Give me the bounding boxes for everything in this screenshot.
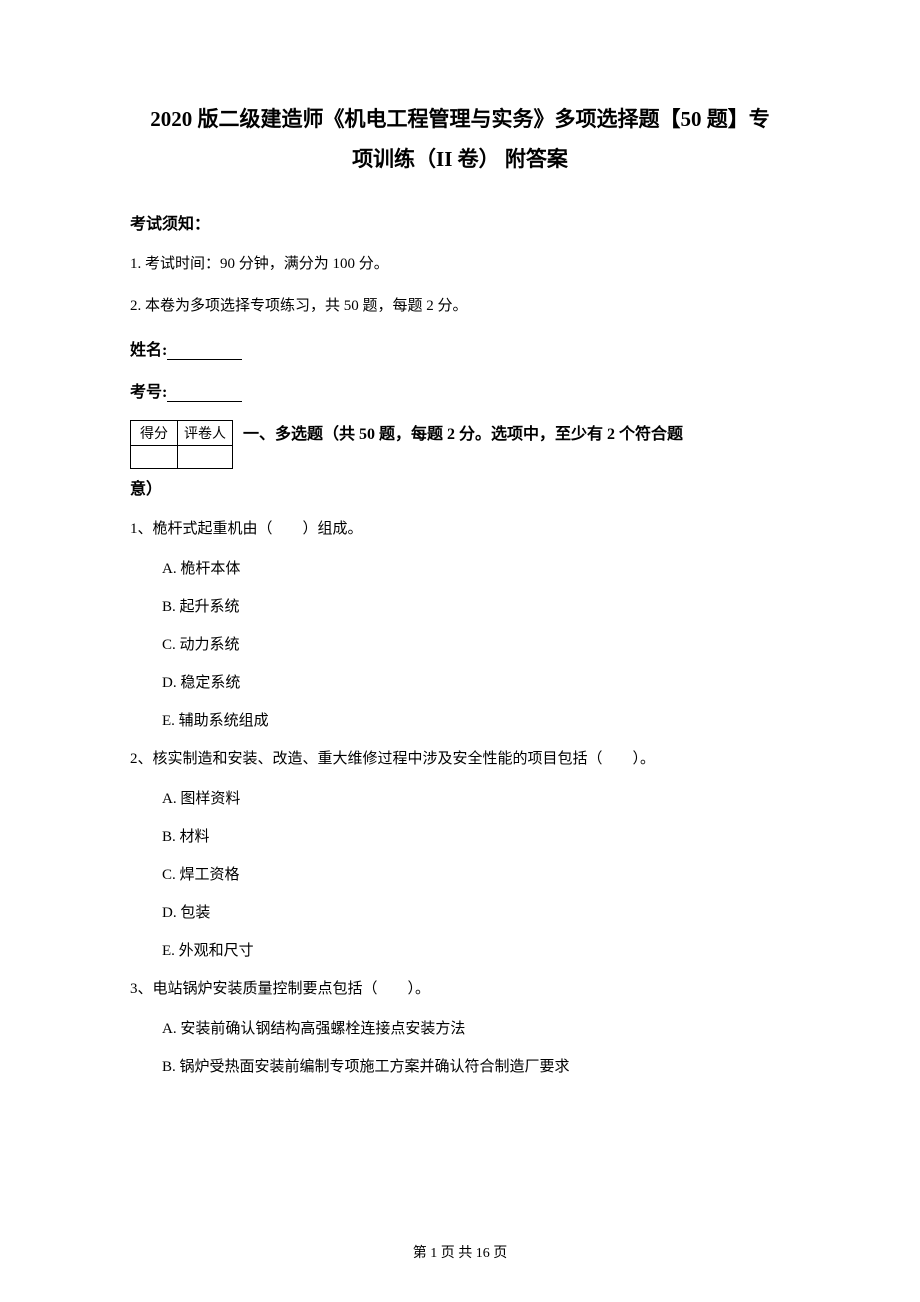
name-underline[interactable] (167, 359, 242, 360)
page: 2020 版二级建造师《机电工程管理与实务》多项选择题【50 题】专 项训练（I… (0, 0, 920, 1302)
question-text: 桅杆式起重机由（ ）组成。 (153, 521, 363, 537)
instruction-1: 1. 考试时间：90 分钟，满分为 100 分。 (130, 252, 790, 276)
instructions-label: 考试须知： (130, 210, 790, 234)
section-heading-line2: 意） (130, 475, 790, 499)
title-line-1: 2020 版二级建造师《机电工程管理与实务》多项选择题【50 题】专 (150, 107, 770, 131)
question-text: 电站锅炉安装质量控制要点包括（ ）。 (153, 981, 431, 997)
section-heading-line1: 一、多选题（共 50 题，每题 2 分。选项中，至少有 2 个符合题 (243, 420, 790, 450)
option-e: E. 辅助系统组成 (162, 709, 790, 733)
page-footer: 第 1 页 共 16 页 (0, 1242, 920, 1262)
score-header-score: 得分 (131, 420, 178, 445)
question-stem: 2、核实制造和安装、改造、重大维修过程中涉及安全性能的项目包括（ ）。 (130, 747, 790, 771)
question-text: 核实制造和安装、改造、重大维修过程中涉及安全性能的项目包括（ ）。 (153, 751, 656, 767)
option-c: C. 动力系统 (162, 633, 790, 657)
question-stem: 1、桅杆式起重机由（ ）组成。 (130, 517, 790, 541)
question-stem: 3、电站锅炉安装质量控制要点包括（ ）。 (130, 977, 790, 1001)
question-1: 1、桅杆式起重机由（ ）组成。 A. 桅杆本体 B. 起升系统 C. 动力系统 … (130, 517, 790, 733)
option-a: A. 图样资料 (162, 787, 790, 811)
score-cell-score[interactable] (131, 445, 178, 468)
option-d: D. 包装 (162, 901, 790, 925)
score-section-row: 得分 评卷人 一、多选题（共 50 题，每题 2 分。选项中，至少有 2 个符合… (130, 420, 790, 469)
score-header-grader: 评卷人 (178, 420, 233, 445)
question-2: 2、核实制造和安装、改造、重大维修过程中涉及安全性能的项目包括（ ）。 A. 图… (130, 747, 790, 963)
id-underline[interactable] (167, 401, 242, 402)
question-number: 2、 (130, 751, 153, 767)
id-label: 考号: (130, 384, 167, 401)
option-b: B. 锅炉受热面安装前编制专项施工方案并确认符合制造厂要求 (162, 1055, 790, 1079)
option-b: B. 材料 (162, 825, 790, 849)
option-a: A. 安装前确认钢结构高强螺栓连接点安装方法 (162, 1017, 790, 1041)
option-c: C. 焊工资格 (162, 863, 790, 887)
name-field: 姓名: (130, 336, 790, 360)
exam-id-field: 考号: (130, 378, 790, 402)
question-3: 3、电站锅炉安装质量控制要点包括（ ）。 A. 安装前确认钢结构高强螺栓连接点安… (130, 977, 790, 1079)
option-a: A. 桅杆本体 (162, 557, 790, 581)
score-table: 得分 评卷人 (130, 420, 233, 469)
question-number: 1、 (130, 521, 153, 537)
title-line-2: 项训练（II 卷） 附答案 (352, 147, 568, 171)
score-cell-grader[interactable] (178, 445, 233, 468)
option-e: E. 外观和尺寸 (162, 939, 790, 963)
option-d: D. 稳定系统 (162, 671, 790, 695)
option-b: B. 起升系统 (162, 595, 790, 619)
question-number: 3、 (130, 981, 153, 997)
document-title: 2020 版二级建造师《机电工程管理与实务》多项选择题【50 题】专 项训练（I… (130, 100, 790, 180)
name-label: 姓名: (130, 342, 167, 359)
instruction-2: 2. 本卷为多项选择专项练习，共 50 题，每题 2 分。 (130, 294, 790, 318)
